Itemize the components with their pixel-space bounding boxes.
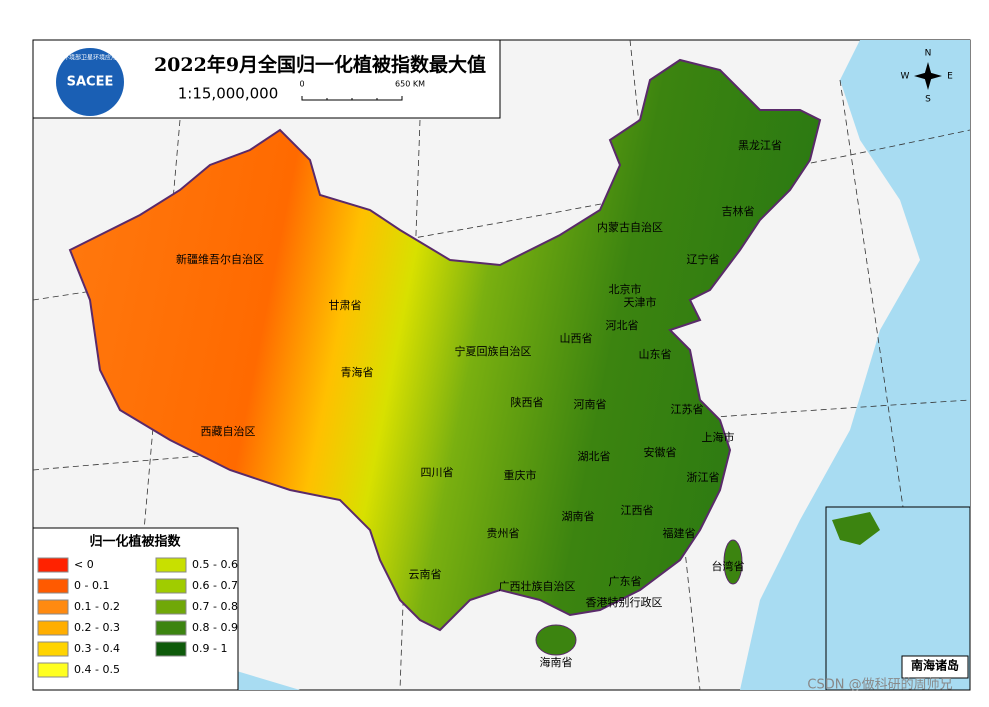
province-label: 新疆维吾尔自治区 <box>176 252 264 266</box>
province-label: 江西省 <box>621 504 654 517</box>
province-label: 香港特别行政区 <box>586 595 663 609</box>
province-label: 甘肃省 <box>329 299 362 312</box>
province-label: 河南省 <box>574 398 607 411</box>
legend-swatch <box>155 641 187 657</box>
legend-swatch <box>37 578 69 594</box>
province-label: 浙江省 <box>687 471 720 484</box>
scalebar-label: 650 KM <box>395 80 425 89</box>
province-label: 山东省 <box>639 348 672 361</box>
logo-org: 生态环境部卫星环境应用中心 <box>51 54 129 62</box>
legend-swatch <box>155 557 187 573</box>
province-label: 广东省 <box>609 575 642 588</box>
legend-swatch <box>37 662 69 678</box>
legend-label: < 0 <box>74 558 94 571</box>
legend-swatch <box>37 599 69 615</box>
compass-w: W <box>901 72 910 82</box>
compass-s: S <box>925 95 931 105</box>
province-label: 辽宁省 <box>687 252 720 266</box>
compass-e: E <box>947 72 953 82</box>
province-label: 内蒙古自治区 <box>597 220 663 234</box>
province-label: 西藏自治区 <box>201 424 256 438</box>
province-label: 河北省 <box>606 319 639 332</box>
province-label: 宁夏回族自治区 <box>455 344 532 358</box>
legend-title: 归一化植被指数 <box>89 534 181 550</box>
province-label: 青海省 <box>341 365 374 379</box>
province-label: 云南省 <box>409 568 442 581</box>
legend-swatch <box>37 641 69 657</box>
logo-text: SACEE <box>67 75 114 90</box>
legend-swatch <box>155 578 187 594</box>
province-label: 四川省 <box>421 466 454 479</box>
province-label: 天津市 <box>624 295 657 309</box>
province-label: 吉林省 <box>722 204 755 218</box>
province-label: 福建省 <box>663 526 696 540</box>
inset-title: 南海诸岛 <box>911 658 959 673</box>
legend-swatch <box>155 620 187 636</box>
logo <box>56 48 124 116</box>
legend-swatch <box>155 599 187 615</box>
title: 2022年9月全国归一化植被指数最大值 <box>154 53 486 76</box>
scale: 1:15,000,000 <box>178 85 278 103</box>
province-label: 湖北省 <box>578 450 611 463</box>
compass <box>914 62 942 90</box>
legend-label: 0.8 - 0.9 <box>192 621 238 634</box>
china <box>68 58 822 632</box>
legend-label: 0.9 - 1 <box>192 642 227 655</box>
province-label: 北京市 <box>609 282 642 296</box>
province-label: 陕西省 <box>511 395 544 409</box>
province-label: 海南省 <box>540 655 573 669</box>
inset-title-box <box>901 655 969 679</box>
legend-swatch <box>37 620 69 636</box>
legend-label: 0.6 - 0.7 <box>192 579 238 592</box>
province-label: 安徽省 <box>644 445 677 459</box>
hainan <box>535 624 577 656</box>
scalebar-label: 0 <box>299 80 304 89</box>
legend-label: 0.5 - 0.6 <box>192 558 238 571</box>
legend-label: 0.3 - 0.4 <box>74 642 120 655</box>
province-label: 江苏省 <box>671 403 704 416</box>
province-label: 山西省 <box>560 332 593 345</box>
province-label: 湖南省 <box>562 510 595 523</box>
province-label: 黑龙江省 <box>738 139 782 152</box>
compass-n: N <box>925 49 932 59</box>
legend-label: 0.1 - 0.2 <box>74 600 120 613</box>
province-label: 台湾省 <box>712 559 745 573</box>
inset-land <box>832 512 880 545</box>
province-label: 贵州省 <box>487 527 520 540</box>
legend-label: 0.2 - 0.3 <box>74 621 120 634</box>
legend-swatch <box>37 557 69 573</box>
province-label: 重庆市 <box>504 468 537 482</box>
legend-label: 0.4 - 0.5 <box>74 663 120 676</box>
taiwan <box>723 539 743 585</box>
legend-label: 0 - 0.1 <box>74 579 109 592</box>
scalebar <box>301 96 403 101</box>
province-label: 上海市 <box>702 430 735 444</box>
legend-label: 0.7 - 0.8 <box>192 600 238 613</box>
province-label: 广西壮族自治区 <box>499 579 576 593</box>
watermark: CSDN @做科研的周师兄 <box>807 677 952 693</box>
